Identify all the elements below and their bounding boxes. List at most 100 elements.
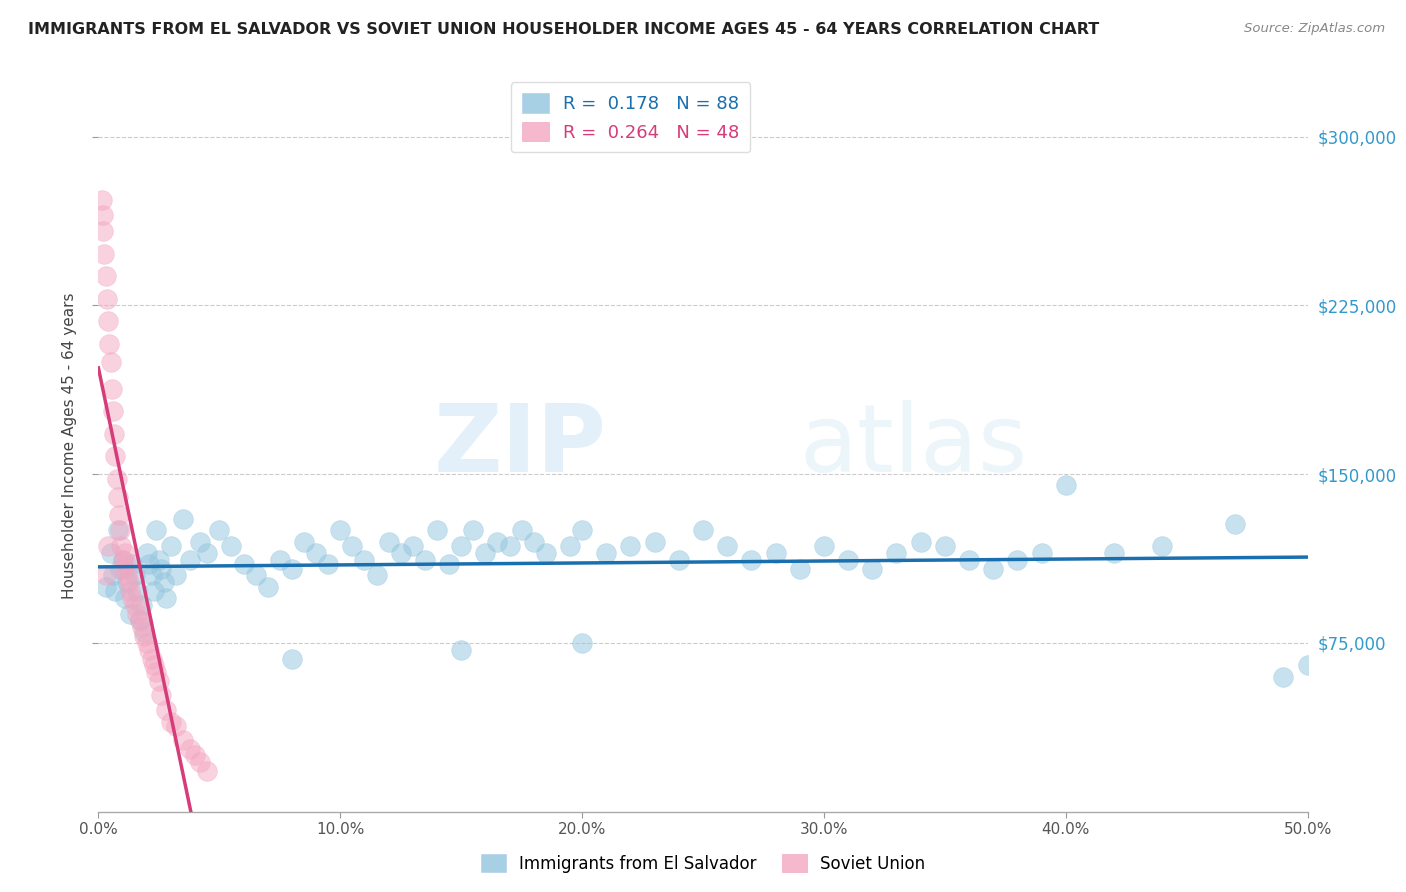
Point [305, 546, 328, 560]
Point [101, 404, 124, 418]
Point [127, 607, 149, 621]
Point [765, 546, 787, 560]
Point [256, 580, 278, 594]
Point [124, 598, 146, 612]
Point [94, 269, 117, 284]
Point [165, 719, 187, 733]
Point [353, 552, 375, 566]
Point [108, 524, 131, 538]
Point [108, 508, 131, 522]
Point [1031, 546, 1053, 560]
Point [100, 354, 122, 368]
Point [716, 539, 738, 553]
Point [498, 539, 520, 553]
Point [402, 539, 425, 553]
Point [94, 580, 117, 594]
Point [134, 629, 156, 643]
Point [172, 732, 194, 747]
Point [329, 524, 352, 538]
Point [510, 524, 533, 538]
Point [179, 741, 201, 756]
Point [138, 642, 160, 657]
Point [96, 292, 118, 306]
Point [740, 552, 762, 566]
Point [148, 674, 170, 689]
Point [128, 614, 150, 628]
Point [934, 539, 956, 553]
Point [155, 591, 177, 605]
Point [463, 524, 485, 538]
Point [534, 546, 557, 560]
Point [1223, 516, 1246, 531]
Point [160, 714, 183, 729]
Point [1152, 539, 1174, 553]
Point [316, 557, 339, 571]
Point [150, 688, 173, 702]
Point [104, 584, 127, 599]
Point [114, 591, 136, 605]
Text: Source: ZipAtlas.com: Source: ZipAtlas.com [1244, 22, 1385, 36]
Point [105, 472, 128, 486]
Point [117, 575, 139, 590]
Point [1272, 670, 1295, 684]
Point [107, 524, 129, 538]
Point [145, 524, 167, 538]
Point [486, 534, 509, 549]
Point [221, 539, 243, 553]
Point [426, 524, 449, 538]
Point [150, 562, 173, 576]
Point [111, 552, 134, 566]
Point [141, 568, 163, 582]
Legend: R =  0.178   N = 88, R =  0.264   N = 48: R = 0.178 N = 88, R = 0.264 N = 48 [510, 82, 751, 153]
Point [135, 546, 157, 560]
Point [124, 568, 146, 582]
Point [668, 552, 690, 566]
Point [117, 568, 139, 582]
Point [208, 524, 231, 538]
Point [281, 651, 304, 665]
Point [1296, 658, 1319, 673]
Point [100, 382, 122, 396]
Point [91, 224, 114, 238]
Point [128, 614, 150, 628]
Point [413, 552, 436, 566]
Point [101, 568, 124, 582]
Point [644, 534, 666, 549]
Point [1102, 546, 1125, 560]
Point [165, 568, 187, 582]
Point [389, 546, 412, 560]
Point [813, 539, 835, 553]
Legend: Immigrants from El Salvador, Soviet Union: Immigrants from El Salvador, Soviet Unio… [474, 847, 932, 880]
Point [981, 562, 1004, 576]
Point [97, 539, 120, 553]
Point [111, 552, 134, 566]
Point [118, 607, 141, 621]
Point [112, 562, 135, 576]
Point [450, 642, 472, 657]
Point [1007, 552, 1029, 566]
Point [619, 539, 641, 553]
Point [110, 539, 132, 553]
Point [143, 584, 166, 599]
Point [377, 534, 399, 549]
Point [232, 557, 254, 571]
Point [145, 665, 167, 680]
Point [571, 636, 593, 650]
Point [97, 314, 120, 328]
Point [115, 557, 138, 571]
Point [886, 546, 908, 560]
Point [184, 748, 207, 763]
Point [134, 624, 156, 639]
Point [121, 557, 143, 571]
Point [148, 552, 170, 566]
Text: ZIP: ZIP [433, 400, 606, 492]
Point [104, 449, 127, 463]
Point [107, 490, 129, 504]
Point [127, 584, 149, 599]
Point [188, 755, 211, 769]
Point [1054, 478, 1077, 492]
Text: atlas: atlas [800, 400, 1028, 492]
Point [103, 426, 125, 441]
Point [188, 534, 211, 549]
Point [131, 620, 153, 634]
